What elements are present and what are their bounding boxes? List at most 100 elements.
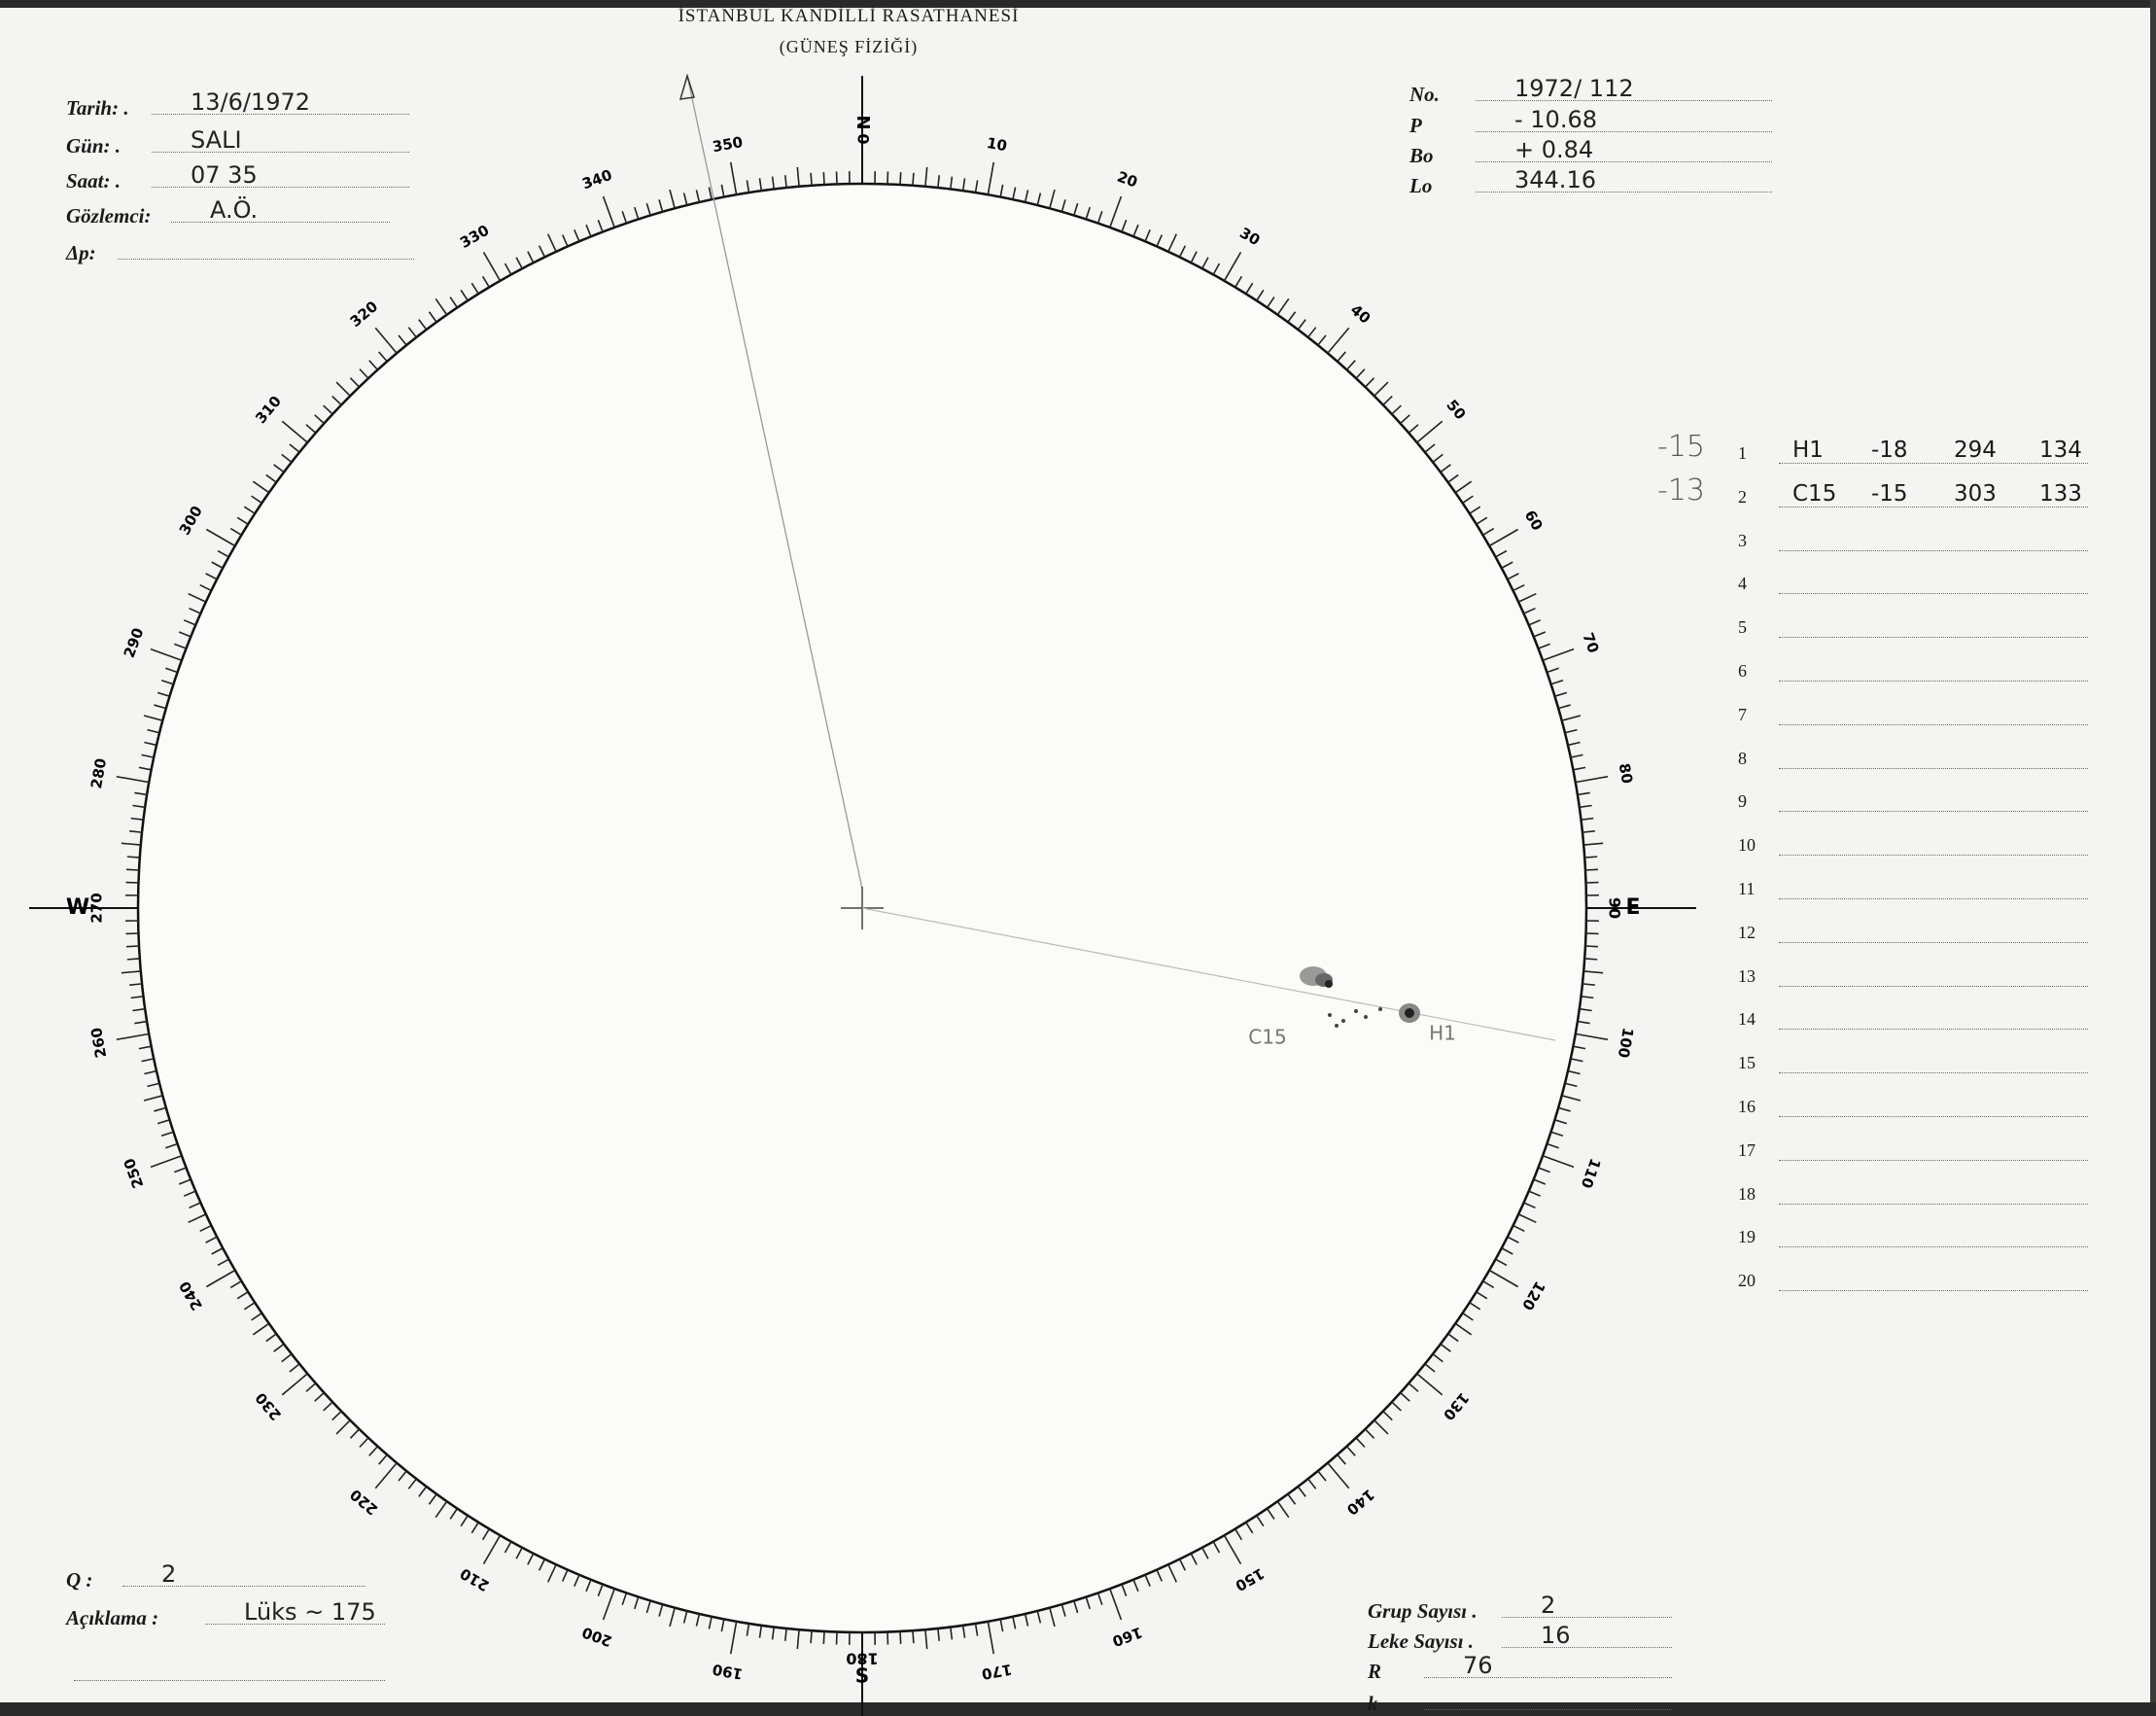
scale-tick xyxy=(669,189,676,209)
scale-tick xyxy=(243,506,256,514)
scale-tick xyxy=(1201,257,1209,269)
count-field-2-label: R xyxy=(1368,1660,1382,1683)
sunspot xyxy=(1405,1008,1414,1018)
scale-tick xyxy=(1528,619,1542,626)
scale-tick xyxy=(924,1629,928,1650)
group-row xyxy=(1779,1005,2088,1031)
scale-tick xyxy=(682,1610,688,1624)
scale-tick xyxy=(189,1202,201,1209)
scale-tick xyxy=(183,1190,196,1197)
east-label: E xyxy=(1625,895,1640,920)
scale-tick xyxy=(150,1155,183,1169)
scale-tick xyxy=(1156,1569,1164,1582)
scale-tick xyxy=(211,1247,224,1255)
right-field-1: P - 10.68 xyxy=(1409,106,1772,138)
scale-tick xyxy=(460,1515,469,1527)
group-row-number: 15 xyxy=(1738,1053,1756,1073)
scale-tick xyxy=(899,171,902,186)
aciklama-field-label: Açıklama : xyxy=(66,1606,159,1629)
spot-radius-line xyxy=(861,907,1556,1041)
left-field-4: Δp: xyxy=(66,235,414,265)
scale-tick xyxy=(515,1547,523,1559)
sunspot-pore xyxy=(1328,1013,1332,1017)
scale-tick xyxy=(1327,1462,1350,1489)
scale-label: 130 xyxy=(1440,1389,1473,1424)
scale-tick xyxy=(1085,1596,1091,1610)
scan-border-top xyxy=(0,0,2156,8)
scale-tick xyxy=(132,1007,146,1012)
scale-tick xyxy=(121,842,141,846)
scale-tick xyxy=(125,945,140,948)
aciklama-field-value: Lüks ~ 175 xyxy=(244,1598,376,1626)
scale-tick xyxy=(1178,1558,1187,1571)
scale-label: 110 xyxy=(1578,1156,1605,1191)
scale-tick xyxy=(1454,1322,1473,1336)
scale-tick xyxy=(1408,1383,1419,1392)
scale-tick xyxy=(143,1095,163,1102)
group-lat: -18 xyxy=(1871,438,1908,463)
scale-tick xyxy=(729,161,738,195)
scale-tick xyxy=(229,527,242,536)
scale-tick xyxy=(1447,1333,1459,1343)
scale-tick xyxy=(481,275,490,288)
scale-tick xyxy=(1554,1119,1568,1125)
scale-tick xyxy=(937,1628,941,1641)
sunspot-pore xyxy=(1335,1024,1339,1028)
scale-tick xyxy=(1212,263,1221,275)
group-row-number: 17 xyxy=(1738,1139,1756,1160)
group-row xyxy=(1779,701,2088,725)
scale-tick xyxy=(1049,189,1056,209)
scale-tick xyxy=(1276,298,1290,316)
scale-tick xyxy=(645,1600,651,1614)
scale-tick xyxy=(188,592,207,603)
right-field-0: No. 1972/ 112 xyxy=(1409,75,1772,107)
scale-tick xyxy=(974,1623,979,1636)
group-row-number: 20 xyxy=(1738,1271,1756,1291)
q-field-label: Q : xyxy=(66,1568,93,1592)
scale-label: 50 xyxy=(1443,397,1469,424)
scale-tick xyxy=(116,775,150,784)
scale-tick xyxy=(160,680,174,685)
scale-tick xyxy=(125,868,140,871)
scale-tick xyxy=(1167,233,1178,253)
scale-tick xyxy=(349,1428,361,1439)
scale-label: 20 xyxy=(1115,168,1140,192)
scale-label: 350 xyxy=(712,133,745,156)
scale-tick xyxy=(546,233,557,253)
scale-tick xyxy=(378,351,388,363)
scale-tick xyxy=(912,172,915,186)
scale-tick xyxy=(1583,842,1604,846)
group-side-note: -13 xyxy=(1657,473,1705,508)
scale-tick xyxy=(1178,245,1187,258)
scale-tick xyxy=(428,311,437,323)
scale-label-0: 0 xyxy=(854,133,873,144)
scale-tick xyxy=(546,1563,557,1583)
scale-tick xyxy=(708,187,713,200)
scale-tick xyxy=(1317,334,1327,346)
scale-tick xyxy=(1575,775,1609,784)
scale-tick xyxy=(1345,1446,1356,1456)
right-field-1-value: - 10.68 xyxy=(1514,106,1597,133)
scale-label: 220 xyxy=(347,1486,382,1519)
scale-tick xyxy=(374,1462,398,1489)
scale-tick xyxy=(251,495,262,505)
scale-tick xyxy=(205,1269,236,1288)
right-field-2-line: + 0.84 xyxy=(1476,136,1772,163)
scale-tick xyxy=(160,1131,174,1137)
right-field-2-label: Bo xyxy=(1409,144,1434,167)
scale-tick xyxy=(305,424,317,434)
scale-tick xyxy=(449,1508,459,1520)
scale-tick xyxy=(1307,1478,1317,1489)
group-row xyxy=(1779,1223,2088,1248)
scale-tick xyxy=(236,1291,249,1300)
scale-tick xyxy=(1201,1547,1209,1559)
scale-tick xyxy=(758,178,763,192)
solar-axis-line xyxy=(686,75,863,890)
group-row xyxy=(1779,1267,2088,1292)
left-field-1: Gün: . SALI xyxy=(66,126,409,158)
scale-tick xyxy=(265,473,277,483)
group-row-number: 6 xyxy=(1738,661,1747,681)
scale-tick xyxy=(174,643,187,649)
scale-tick xyxy=(349,377,361,388)
scale-tick xyxy=(252,480,270,494)
